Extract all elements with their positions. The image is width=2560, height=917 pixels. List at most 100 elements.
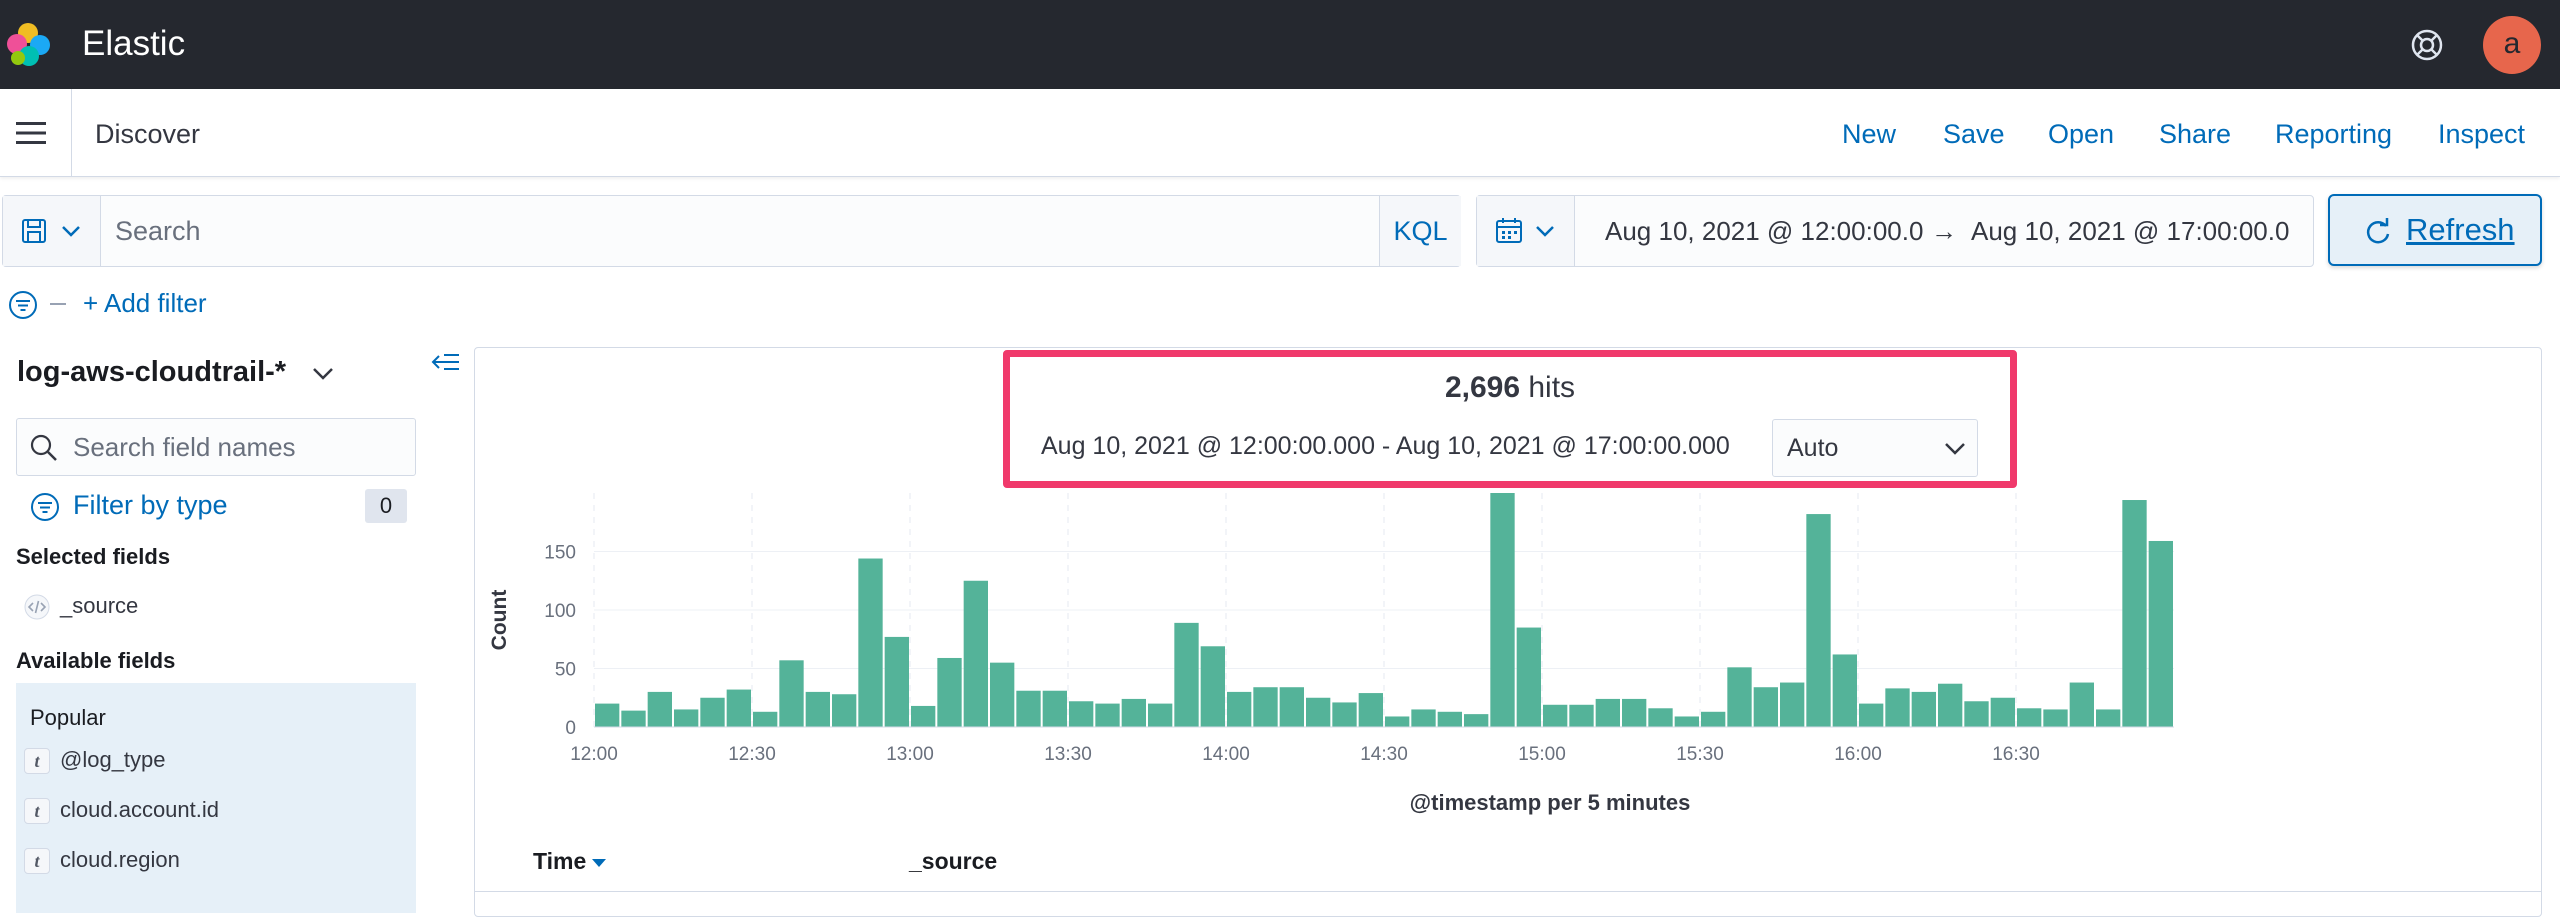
histogram-bar[interactable] bbox=[1227, 691, 1252, 727]
histogram-bar[interactable] bbox=[858, 558, 883, 727]
histogram-bar[interactable] bbox=[1648, 708, 1673, 727]
histogram-chart[interactable]: 12:00 12:30 13:00 13:30 14:00 14:30 15:00 15:30… bbox=[474, 488, 2542, 788]
start-date[interactable]: Aug 10, 2021 @ 12:00:00.0 bbox=[1605, 216, 1924, 246]
histogram-bar[interactable] bbox=[1964, 701, 1989, 727]
refresh-button[interactable]: Refresh bbox=[2328, 194, 2542, 266]
filter-by-type-button[interactable]: Filter by type bbox=[73, 490, 228, 520]
histogram-bar[interactable] bbox=[1121, 698, 1146, 727]
histogram-bar[interactable] bbox=[1701, 711, 1726, 727]
histogram-bar[interactable] bbox=[1069, 701, 1094, 727]
histogram-bar[interactable] bbox=[1279, 687, 1304, 727]
saved-query-button[interactable] bbox=[3, 196, 101, 266]
histogram-bar[interactable] bbox=[2069, 682, 2094, 727]
user-avatar[interactable]: a bbox=[2483, 16, 2541, 74]
time-column-header[interactable]: Time bbox=[533, 848, 607, 875]
histogram-bar[interactable] bbox=[700, 697, 725, 727]
histogram-bar[interactable] bbox=[832, 694, 857, 727]
histogram-bar[interactable] bbox=[884, 636, 909, 727]
svg-text:Count: Count bbox=[488, 590, 511, 651]
histogram-bar[interactable] bbox=[2122, 500, 2147, 727]
histogram-bar[interactable] bbox=[1148, 703, 1173, 727]
histogram-bar[interactable] bbox=[1464, 714, 1489, 727]
histogram-bar[interactable] bbox=[1674, 716, 1699, 727]
histogram-bar[interactable] bbox=[2148, 540, 2173, 727]
histogram-bar[interactable] bbox=[1806, 514, 1831, 727]
chevron-down-icon bbox=[1536, 226, 1554, 237]
elastic-logo[interactable] bbox=[4, 20, 54, 70]
save-link[interactable]: Save bbox=[1943, 119, 2005, 149]
end-date[interactable]: Aug 10, 2021 @ 17:00:00.0 bbox=[1971, 216, 2290, 246]
histogram-bar[interactable] bbox=[1727, 667, 1752, 727]
histogram-bar[interactable] bbox=[1622, 698, 1647, 727]
sort-down-icon[interactable] bbox=[592, 858, 607, 867]
interval-select[interactable]: Auto bbox=[1772, 419, 1978, 477]
x-tick-label: 13:00 bbox=[886, 744, 934, 765]
hamburger-menu-icon[interactable] bbox=[16, 121, 46, 145]
chevron-down-icon[interactable] bbox=[310, 364, 336, 384]
histogram-bar[interactable] bbox=[1411, 709, 1436, 727]
histogram-bar[interactable] bbox=[1385, 716, 1410, 727]
histogram-bar[interactable] bbox=[1938, 683, 1963, 727]
histogram-bar[interactable] bbox=[753, 711, 778, 727]
search-input[interactable] bbox=[103, 196, 1379, 266]
histogram-bar[interactable] bbox=[911, 705, 936, 727]
x-tick-label: 13:30 bbox=[1044, 744, 1092, 765]
query-bar: KQL bbox=[2, 195, 1461, 267]
histogram-bar[interactable] bbox=[2096, 709, 2121, 727]
help-lifebuoy-icon[interactable] bbox=[2410, 28, 2444, 62]
index-pattern-selector[interactable]: log-aws-cloudtrail-* bbox=[17, 356, 287, 388]
histogram-bar[interactable] bbox=[963, 580, 988, 727]
histogram-bar[interactable] bbox=[1306, 697, 1331, 727]
kql-language-button[interactable]: KQL bbox=[1379, 196, 1461, 266]
histogram-bar[interactable] bbox=[647, 691, 672, 727]
histogram-bar[interactable] bbox=[1911, 691, 1936, 727]
histogram-bar[interactable] bbox=[1095, 703, 1120, 727]
field-search-input[interactable] bbox=[73, 419, 411, 475]
histogram-bar[interactable] bbox=[1516, 627, 1541, 727]
histogram-bar[interactable] bbox=[1437, 711, 1462, 727]
open-link[interactable]: Open bbox=[2048, 119, 2115, 149]
histogram-bar[interactable] bbox=[1358, 693, 1383, 727]
date-picker: Aug 10, 2021 @ 12:00:00.0 → Aug 10, 2021… bbox=[1476, 195, 2314, 267]
share-link[interactable]: Share bbox=[2159, 119, 2232, 149]
histogram-bar[interactable] bbox=[1332, 702, 1357, 727]
histogram-bar[interactable] bbox=[1832, 654, 1857, 727]
histogram-bar[interactable] bbox=[937, 657, 962, 727]
histogram-bar[interactable] bbox=[595, 703, 620, 727]
histogram-bar[interactable] bbox=[2017, 708, 2042, 727]
collapse-sidebar-icon[interactable] bbox=[430, 350, 462, 378]
quick-menu-button[interactable] bbox=[1477, 196, 1575, 266]
histogram-bar[interactable] bbox=[1016, 690, 1041, 727]
reporting-link[interactable]: Reporting bbox=[2275, 119, 2393, 149]
histogram-bar[interactable] bbox=[1990, 697, 2015, 727]
histogram-bar[interactable] bbox=[779, 660, 804, 727]
string-type-icon: t bbox=[24, 798, 50, 824]
histogram-bar[interactable] bbox=[1595, 698, 1620, 727]
histogram-bar[interactable] bbox=[1174, 622, 1199, 727]
histogram-bar[interactable] bbox=[805, 691, 830, 727]
histogram-bar[interactable] bbox=[1569, 704, 1594, 727]
interval-value: Auto bbox=[1787, 434, 1839, 462]
histogram-bar[interactable] bbox=[726, 689, 751, 727]
histogram-bar[interactable] bbox=[2043, 709, 2068, 727]
histogram-bar[interactable] bbox=[1885, 688, 1910, 727]
filter-menu-icon[interactable] bbox=[8, 290, 38, 320]
histogram-bar[interactable] bbox=[1753, 687, 1778, 727]
histogram-bar[interactable] bbox=[674, 709, 699, 727]
new-link[interactable]: New bbox=[1842, 119, 1897, 149]
brand-name[interactable]: Elastic bbox=[82, 24, 186, 63]
histogram-bar[interactable] bbox=[1490, 493, 1515, 727]
histogram-bar[interactable] bbox=[1253, 687, 1278, 727]
string-type-icon: t bbox=[24, 848, 50, 874]
histogram-bar[interactable] bbox=[621, 710, 646, 727]
histogram-bar[interactable] bbox=[990, 662, 1015, 727]
inspect-link[interactable]: Inspect bbox=[2438, 119, 2526, 149]
add-filter-button[interactable]: + Add filter bbox=[83, 288, 207, 318]
field-name: cloud.region bbox=[60, 847, 180, 872]
date-range-arrow: → bbox=[1931, 216, 1957, 246]
histogram-bar[interactable] bbox=[1859, 703, 1884, 727]
histogram-bar[interactable] bbox=[1543, 704, 1568, 727]
histogram-bar[interactable] bbox=[1042, 690, 1067, 727]
histogram-bar[interactable] bbox=[1780, 682, 1805, 727]
histogram-bar[interactable] bbox=[1200, 646, 1225, 727]
